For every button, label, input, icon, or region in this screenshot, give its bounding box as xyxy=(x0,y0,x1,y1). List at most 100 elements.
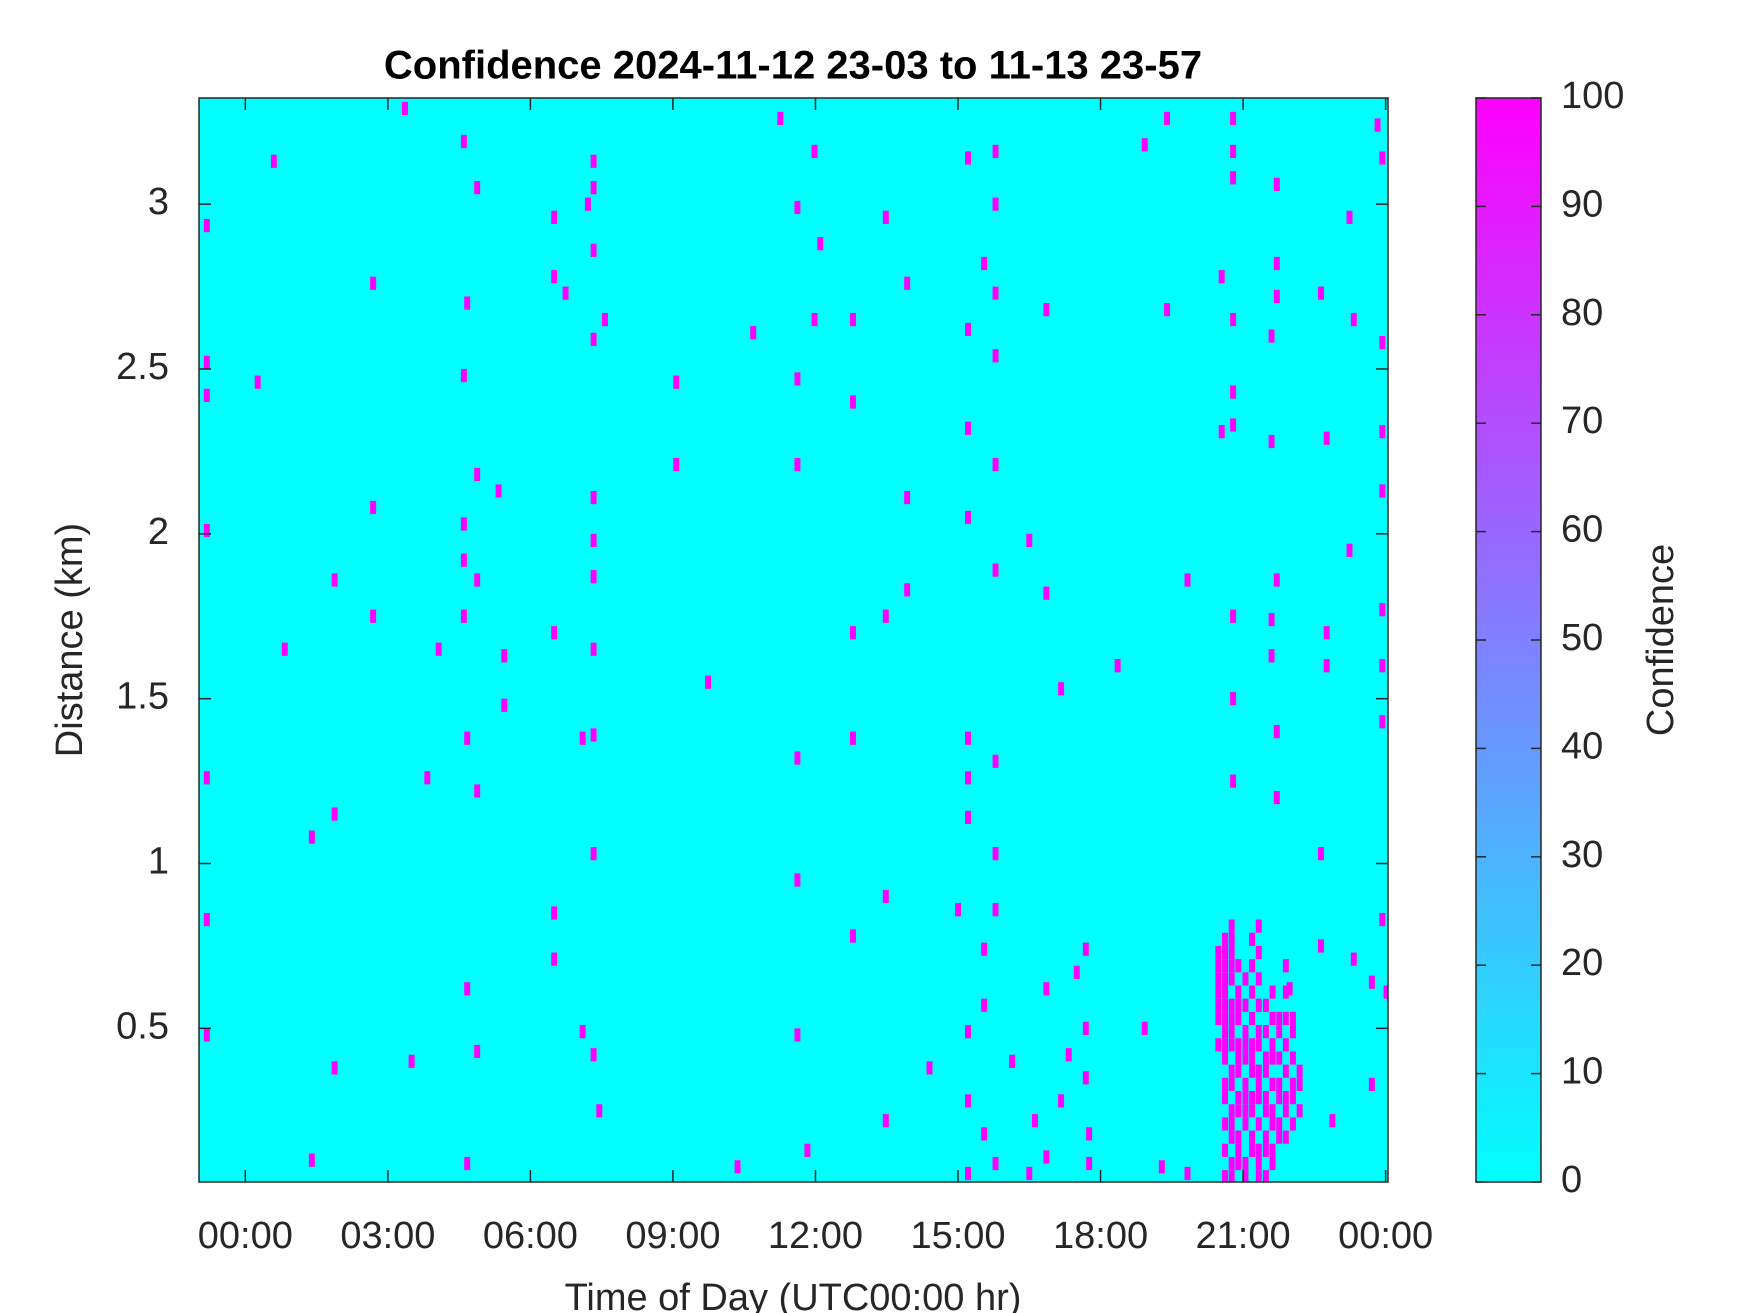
cell xyxy=(1230,418,1237,432)
cell xyxy=(1255,1064,1262,1078)
cell xyxy=(1268,329,1275,343)
cell xyxy=(331,573,338,587)
cell xyxy=(1043,586,1050,600)
colorbar-tick-label: 0 xyxy=(1561,1159,1582,1201)
cell xyxy=(1222,959,1229,973)
cell xyxy=(474,784,481,798)
cell xyxy=(1379,151,1386,165)
cell xyxy=(203,523,210,538)
cell xyxy=(551,210,558,224)
cell xyxy=(1222,1011,1229,1026)
cell xyxy=(501,649,508,663)
cell xyxy=(1215,985,1222,999)
cell xyxy=(1276,1117,1283,1131)
cell xyxy=(1215,972,1222,986)
cell xyxy=(551,906,558,920)
cell xyxy=(579,731,586,745)
x-tick-label: 00:00 xyxy=(198,1215,293,1257)
cell xyxy=(750,326,757,340)
cell xyxy=(1249,932,1256,946)
cell xyxy=(777,111,784,126)
cell xyxy=(1255,998,1262,1012)
cell xyxy=(1228,972,1235,986)
cell xyxy=(1255,1025,1262,1039)
cell xyxy=(992,286,999,300)
cell xyxy=(1158,1160,1165,1174)
cell xyxy=(992,349,999,363)
cell xyxy=(1296,1077,1303,1092)
cell xyxy=(1058,1094,1065,1108)
cell xyxy=(1296,1104,1303,1118)
cell xyxy=(1141,138,1148,152)
cell xyxy=(1235,959,1242,973)
colorbar xyxy=(1475,97,1542,1183)
cell xyxy=(203,355,210,369)
cell xyxy=(270,154,277,168)
cell xyxy=(551,626,558,640)
cell xyxy=(1282,1104,1289,1118)
cell xyxy=(1379,603,1386,617)
cell xyxy=(1222,998,1229,1012)
cell xyxy=(965,151,971,165)
cell xyxy=(1268,649,1275,663)
cell xyxy=(965,1094,971,1108)
cell xyxy=(1235,1051,1242,1065)
x-axis-label: Time of Day (UTC00:00 hr) xyxy=(565,1277,1022,1313)
colorbar-label: Confidence xyxy=(1640,544,1682,736)
cell xyxy=(673,458,680,472)
cell xyxy=(495,484,502,498)
cell xyxy=(1262,1170,1269,1182)
cell xyxy=(435,642,442,656)
cell xyxy=(882,210,889,224)
cell xyxy=(1242,1077,1249,1092)
plot-frame xyxy=(198,97,1389,1183)
cell xyxy=(474,1044,481,1059)
cell xyxy=(1290,1011,1296,1026)
cell xyxy=(1262,1051,1269,1065)
y-tick-label: 1 xyxy=(148,841,169,883)
cell xyxy=(904,276,911,290)
cell xyxy=(1230,692,1237,706)
cell xyxy=(1222,932,1229,946)
cell xyxy=(281,642,288,656)
cell xyxy=(1273,790,1280,805)
cell xyxy=(331,1061,338,1075)
cell xyxy=(1269,1051,1276,1065)
cell xyxy=(1222,972,1229,986)
cell xyxy=(1269,1143,1276,1157)
cell xyxy=(1262,1104,1269,1118)
cell xyxy=(1329,1114,1336,1128)
cell xyxy=(1379,659,1386,673)
cell xyxy=(1255,945,1262,960)
cell xyxy=(1222,1077,1229,1092)
cell xyxy=(1255,1091,1262,1105)
cell xyxy=(1043,982,1050,996)
cell xyxy=(1290,1091,1296,1105)
cell xyxy=(1043,303,1050,317)
cell xyxy=(1282,1091,1289,1105)
cell xyxy=(1235,1143,1242,1157)
cell xyxy=(1379,336,1386,350)
cell xyxy=(1350,312,1357,327)
cell xyxy=(850,312,856,327)
cell xyxy=(1290,1077,1296,1092)
cell xyxy=(1230,171,1237,185)
cell xyxy=(794,200,801,215)
cell xyxy=(1228,1038,1235,1052)
cell xyxy=(1255,1117,1262,1131)
cell xyxy=(1222,1143,1229,1157)
x-tick-label: 15:00 xyxy=(910,1215,1005,1257)
cell xyxy=(1242,972,1249,986)
cell xyxy=(1184,573,1191,587)
cell xyxy=(408,1054,415,1068)
cell xyxy=(370,500,377,515)
cell xyxy=(1268,434,1275,449)
cell xyxy=(1276,1130,1283,1144)
cell xyxy=(460,369,467,383)
cell xyxy=(965,421,971,435)
cell xyxy=(1242,1051,1249,1065)
cell xyxy=(1249,1104,1256,1118)
cell xyxy=(1262,1064,1269,1078)
cell xyxy=(1269,1011,1276,1026)
